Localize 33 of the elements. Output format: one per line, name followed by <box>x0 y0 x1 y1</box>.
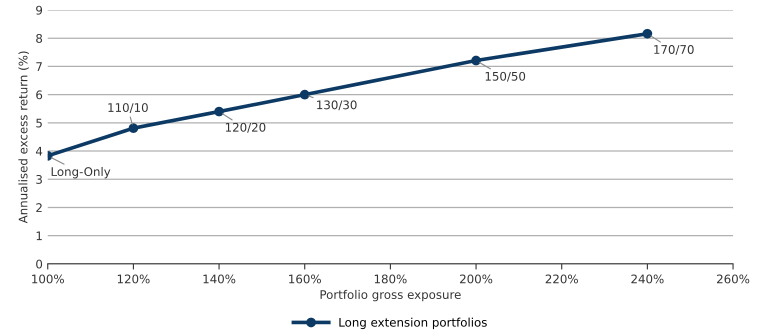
y-tick-label: 5 <box>36 118 42 128</box>
y-tick-label: 3 <box>36 174 42 184</box>
point <box>128 123 138 134</box>
y-tick-label: 1 <box>36 232 42 240</box>
point <box>471 56 481 66</box>
y-tick-label: 8 <box>36 34 42 43</box>
x-tick-label: 160% <box>289 274 321 284</box>
annotation: 130/30 <box>317 100 357 110</box>
annotation: Long-Only <box>52 166 110 178</box>
point <box>642 28 652 39</box>
y-axis-title: Annualised excess return (%) <box>18 52 29 224</box>
y-tick-label: 7 <box>36 62 42 71</box>
y-tick-label: 2 <box>36 203 42 212</box>
legend-label: Long extension portfolios <box>339 318 487 330</box>
x-tick-label: 260% <box>717 274 750 284</box>
point <box>300 90 310 100</box>
point <box>214 106 224 116</box>
annotation: 120/20 <box>226 122 266 133</box>
x-tick-label: 220% <box>546 274 578 284</box>
y-tick-label: 4 <box>36 146 42 156</box>
annotation: 150/50 <box>486 72 526 82</box>
y-tick-label: 0 <box>36 260 42 269</box>
x-tick-label: 180% <box>374 274 407 284</box>
x-tick-label: 120% <box>118 274 150 284</box>
x-axis-title: Portfolio gross exposure <box>320 290 461 302</box>
y-tick-label: 9 <box>36 6 42 15</box>
annotation: 110/10 <box>108 103 148 113</box>
x-tick-label: 100% <box>32 274 64 284</box>
y-tick-label: 6 <box>36 90 42 100</box>
annotation: 170/70 <box>654 45 694 55</box>
x-tick-label: 240% <box>631 274 664 284</box>
x-tick-label: 140% <box>203 274 236 284</box>
x-tick-label: 200% <box>460 274 492 284</box>
